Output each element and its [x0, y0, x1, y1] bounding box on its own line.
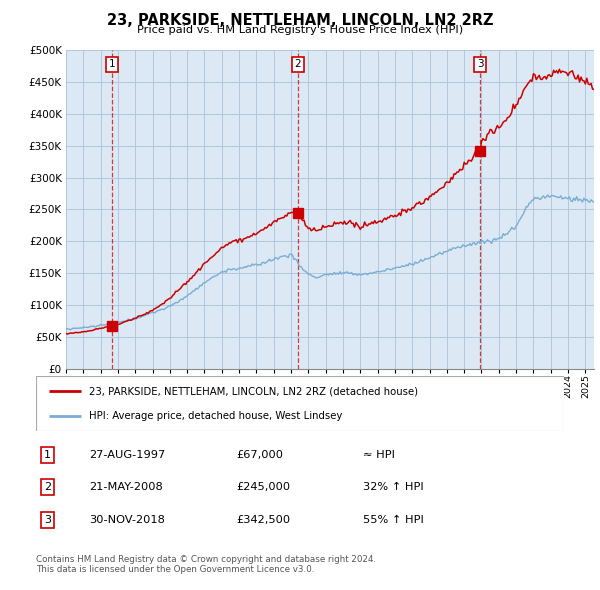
- Text: £67,000: £67,000: [236, 450, 284, 460]
- Text: 3: 3: [476, 59, 484, 69]
- Text: HPI: Average price, detached house, West Lindsey: HPI: Average price, detached house, West…: [89, 411, 342, 421]
- Text: 32% ↑ HPI: 32% ↑ HPI: [364, 483, 424, 493]
- Text: 1: 1: [109, 59, 115, 69]
- FancyBboxPatch shape: [36, 376, 564, 431]
- Text: ≈ HPI: ≈ HPI: [364, 450, 395, 460]
- Text: 55% ↑ HPI: 55% ↑ HPI: [364, 515, 424, 525]
- Text: £245,000: £245,000: [236, 483, 291, 493]
- Text: 1: 1: [44, 450, 51, 460]
- Text: 27-AUG-1997: 27-AUG-1997: [89, 450, 165, 460]
- Text: 23, PARKSIDE, NETTLEHAM, LINCOLN, LN2 2RZ (detached house): 23, PARKSIDE, NETTLEHAM, LINCOLN, LN2 2R…: [89, 386, 418, 396]
- Text: 23, PARKSIDE, NETTLEHAM, LINCOLN, LN2 2RZ: 23, PARKSIDE, NETTLEHAM, LINCOLN, LN2 2R…: [107, 13, 493, 28]
- Text: £342,500: £342,500: [236, 515, 291, 525]
- Text: Price paid vs. HM Land Registry's House Price Index (HPI): Price paid vs. HM Land Registry's House …: [137, 25, 463, 35]
- Text: 2: 2: [44, 483, 51, 493]
- Text: 30-NOV-2018: 30-NOV-2018: [89, 515, 164, 525]
- Text: Contains HM Land Registry data © Crown copyright and database right 2024.
This d: Contains HM Land Registry data © Crown c…: [36, 555, 376, 574]
- Text: 21-MAY-2008: 21-MAY-2008: [89, 483, 163, 493]
- Text: 2: 2: [295, 59, 301, 69]
- Text: 3: 3: [44, 515, 51, 525]
